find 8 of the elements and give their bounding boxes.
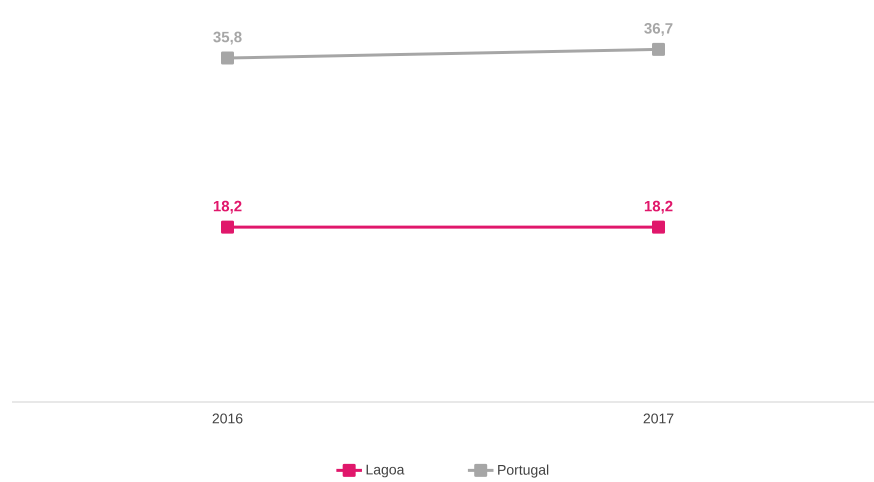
- data-label: 18,2: [214, 200, 242, 214]
- legend-label: Portugal: [498, 464, 548, 478]
- x-tick-label: 2017: [644, 414, 674, 424]
- legend-label: Lagoa: [366, 464, 404, 478]
- x-tick-label: 2016: [212, 414, 242, 424]
- data-label: 35,8: [213, 32, 242, 44]
- data-label: 18,2: [644, 200, 672, 214]
- data-label: 36,7: [644, 23, 672, 36]
